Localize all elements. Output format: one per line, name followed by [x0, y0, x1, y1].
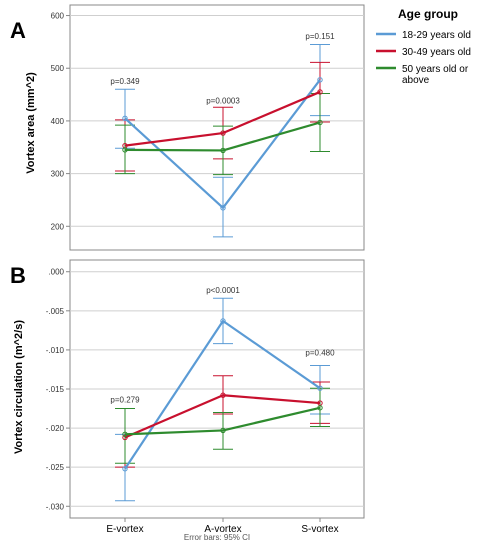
y-tick-label-b: .000 — [48, 268, 64, 277]
y-tick-label-b: -.020 — [46, 424, 65, 433]
data-point-50-plus — [122, 147, 128, 153]
series-line-18-29 — [124, 79, 321, 209]
y-tick-label-b: -.010 — [46, 346, 65, 355]
p-value-label: p=0.279 — [110, 395, 140, 404]
data-point-18-29 — [317, 385, 323, 391]
y-tick-label-b: -.005 — [46, 307, 65, 316]
plot-frame-a — [69, 4, 365, 251]
legend-title: Age group — [398, 7, 458, 21]
p-value-label: p<0.0001 — [206, 286, 240, 295]
y-axis-label-a: Vortex area (mm^2) — [25, 72, 37, 174]
y-tick-label-b: -.015 — [46, 385, 65, 394]
series-line-18-29 — [124, 319, 321, 470]
annotations-b: p=0.279 p<0.0001 p=0.480 — [110, 286, 335, 404]
y-tick-label-a: 500 — [51, 64, 65, 73]
data-point-50-plus — [220, 427, 226, 434]
series-line-30-49 — [124, 90, 321, 147]
data-point-50-plus — [220, 147, 226, 154]
p-value-label: p=0.480 — [305, 348, 335, 357]
data-point-50-plus — [317, 119, 323, 126]
legend-item-50-plus-line1: 50 years old or — [402, 64, 469, 75]
error-bars-note: Error bars: 95% CI — [184, 533, 250, 542]
x-tick-label-a-vortex: A-vortex — [204, 524, 241, 535]
series-lines-b — [122, 318, 323, 472]
error-bars-b — [115, 297, 330, 502]
legend: Age group 18-29 years old 30-49 years ol… — [376, 7, 471, 86]
data-point-18-29 — [220, 205, 226, 211]
y-tick-label-b: -.025 — [46, 463, 65, 472]
data-point-18-29 — [122, 466, 128, 472]
data-point-30-49 — [220, 392, 226, 398]
series-line-50-plus — [124, 406, 321, 436]
legend-item-50-plus-line2: above — [402, 75, 430, 86]
y-tick-label-a: 600 — [51, 12, 65, 21]
legend-item-30-49: 30-49 years old — [402, 47, 471, 58]
data-point-30-49 — [317, 89, 323, 95]
annotations-a: p=0.349 p=0.0003 p=0.151 — [110, 32, 335, 105]
x-tick-label-s-vortex: S-vortex — [301, 524, 338, 535]
legend-item-18-29: 18-29 years old — [402, 30, 471, 41]
data-point-30-49 — [122, 434, 128, 441]
y-tick-label-a: 300 — [51, 170, 65, 179]
y-ticks-b: .000 -.005 -.010 -.015 -.020 -.025 -.030 — [46, 268, 70, 511]
panel-label-b: B — [10, 263, 26, 288]
y-tick-label-a: 400 — [51, 117, 65, 126]
legend-item-50-plus: 50 years old or above — [402, 64, 469, 86]
data-point-18-29 — [317, 77, 323, 83]
series-lines-a — [122, 77, 323, 211]
panel-label-a: A — [10, 18, 26, 43]
panel-b: B Vortex circulation (m^2/s) .000 -.005 -.… — [10, 259, 365, 535]
series-line-30-49 — [124, 394, 321, 439]
p-value-label: p=0.151 — [305, 32, 335, 41]
p-value-label: p=0.349 — [110, 77, 140, 86]
y-tick-label-a: 200 — [51, 222, 65, 231]
data-point-30-49 — [220, 130, 226, 136]
x-tick-label-e-vortex: E-vortex — [106, 524, 143, 535]
p-value-label: p=0.0003 — [206, 97, 240, 106]
data-point-50-plus — [317, 405, 323, 411]
y-ticks-a: 200 300 400 500 600 — [51, 12, 70, 231]
x-ticks-b: E-vortex A-vortex S-vortex — [106, 518, 339, 535]
data-point-18-29 — [122, 115, 128, 121]
data-point-50-plus — [122, 431, 128, 438]
data-point-18-29 — [220, 318, 226, 324]
y-axis-label-b: Vortex circulation (m^2/s) — [13, 320, 25, 454]
panel-a: A Vortex area (mm^2) 200 300 400 500 600 p=0… — [10, 4, 365, 251]
series-line-50-plus — [124, 121, 321, 152]
y-tick-label-b: -.030 — [46, 502, 65, 511]
